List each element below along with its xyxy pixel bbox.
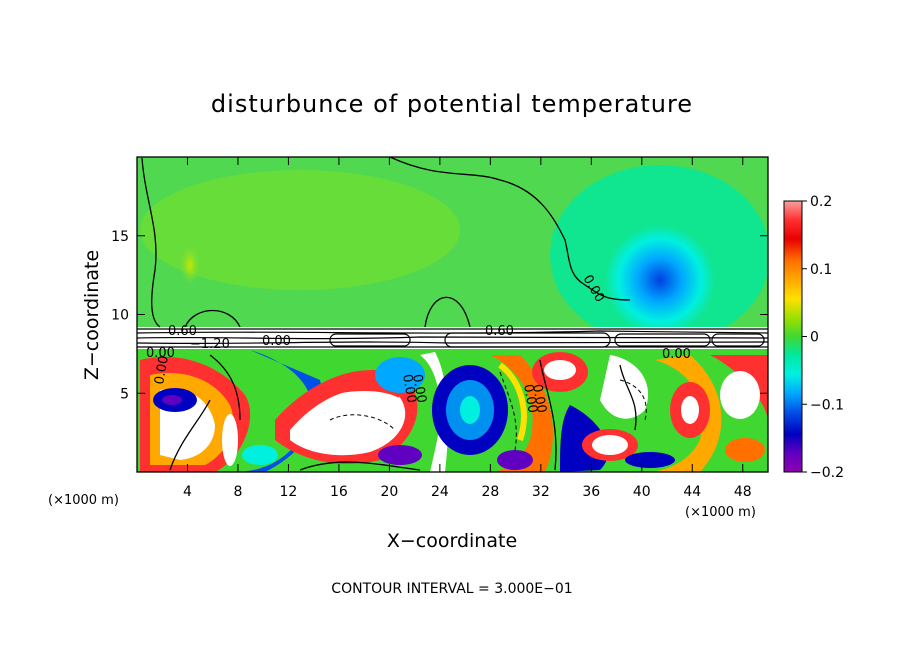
- x-axis-label: X−coordinate: [387, 530, 517, 552]
- contour-label: 0.00: [146, 346, 175, 361]
- lower-structures: [140, 350, 768, 472]
- contour-label: 0.00: [409, 373, 429, 404]
- contour-label: 0.00: [662, 347, 691, 362]
- chart-title: disturbunce of potential temperature: [211, 90, 693, 118]
- colorbar-tick-label: −0.2: [810, 465, 844, 481]
- contour-label: 0.00: [529, 383, 549, 414]
- colorbar-tick-label: 0.1: [810, 262, 832, 278]
- colorbar: 0.2 0.1 0 −0.1 −0.2: [783, 194, 844, 481]
- negative-contours: [329, 371, 647, 451]
- band-contours: [137, 328, 768, 348]
- contour-label: −1.20: [190, 337, 230, 352]
- colorbar-tick-label: −0.1: [810, 397, 844, 413]
- contour-label: 0.00: [520, 383, 540, 414]
- x-tick-label: 16: [330, 484, 348, 500]
- x-tick-label: 8: [233, 484, 242, 500]
- contour-label: 0.00: [152, 355, 172, 386]
- contour-label: 0.00: [399, 373, 419, 404]
- x-tick-label: 48: [734, 484, 752, 500]
- x-tick-label: 20: [380, 484, 398, 500]
- contour-label: 0.60: [168, 324, 197, 339]
- contour-label: 0.60: [485, 324, 514, 339]
- heatmap-field: [137, 157, 768, 472]
- contour-lines: [141, 157, 637, 471]
- x-tick-label: 40: [633, 484, 651, 500]
- x-tick-label: 44: [683, 484, 701, 500]
- contour-interval-note: CONTOUR INTERVAL = 3.000E−01: [331, 581, 572, 597]
- upper-blue-blob: [605, 225, 715, 335]
- colorbar-bar: [783, 200, 803, 473]
- x-tick-label: 12: [280, 484, 298, 500]
- x-unit-label: (×1000 m): [685, 505, 756, 520]
- y-axis: 5 10 15: [111, 229, 768, 402]
- x-tick-label: 4: [183, 484, 192, 500]
- x-tick-label: 32: [532, 484, 550, 500]
- x-axis: 4 8 12 16 20 24 28 32 36 40 44 48: [183, 157, 752, 500]
- x-tick-label: 24: [431, 484, 449, 500]
- upper-yellow-spot: [180, 245, 200, 285]
- y-tick-label: 10: [111, 308, 129, 324]
- x-tick-label: 36: [582, 484, 600, 500]
- x-tick-label: 28: [481, 484, 499, 500]
- y-tick-label: 5: [120, 386, 129, 402]
- contour-label: 0.00: [262, 334, 291, 349]
- upper-light-patch: [140, 170, 460, 290]
- y-axis-label: Z−coordinate: [81, 250, 103, 380]
- colorbar-tick-label: 0.2: [810, 194, 832, 210]
- y-unit-label: (×1000 m): [48, 493, 119, 508]
- colorbar-ticks: 0.2 0.1 0 −0.1 −0.2: [802, 194, 844, 481]
- y-tick-label: 15: [111, 229, 129, 245]
- colorbar-tick-label: 0: [810, 330, 819, 346]
